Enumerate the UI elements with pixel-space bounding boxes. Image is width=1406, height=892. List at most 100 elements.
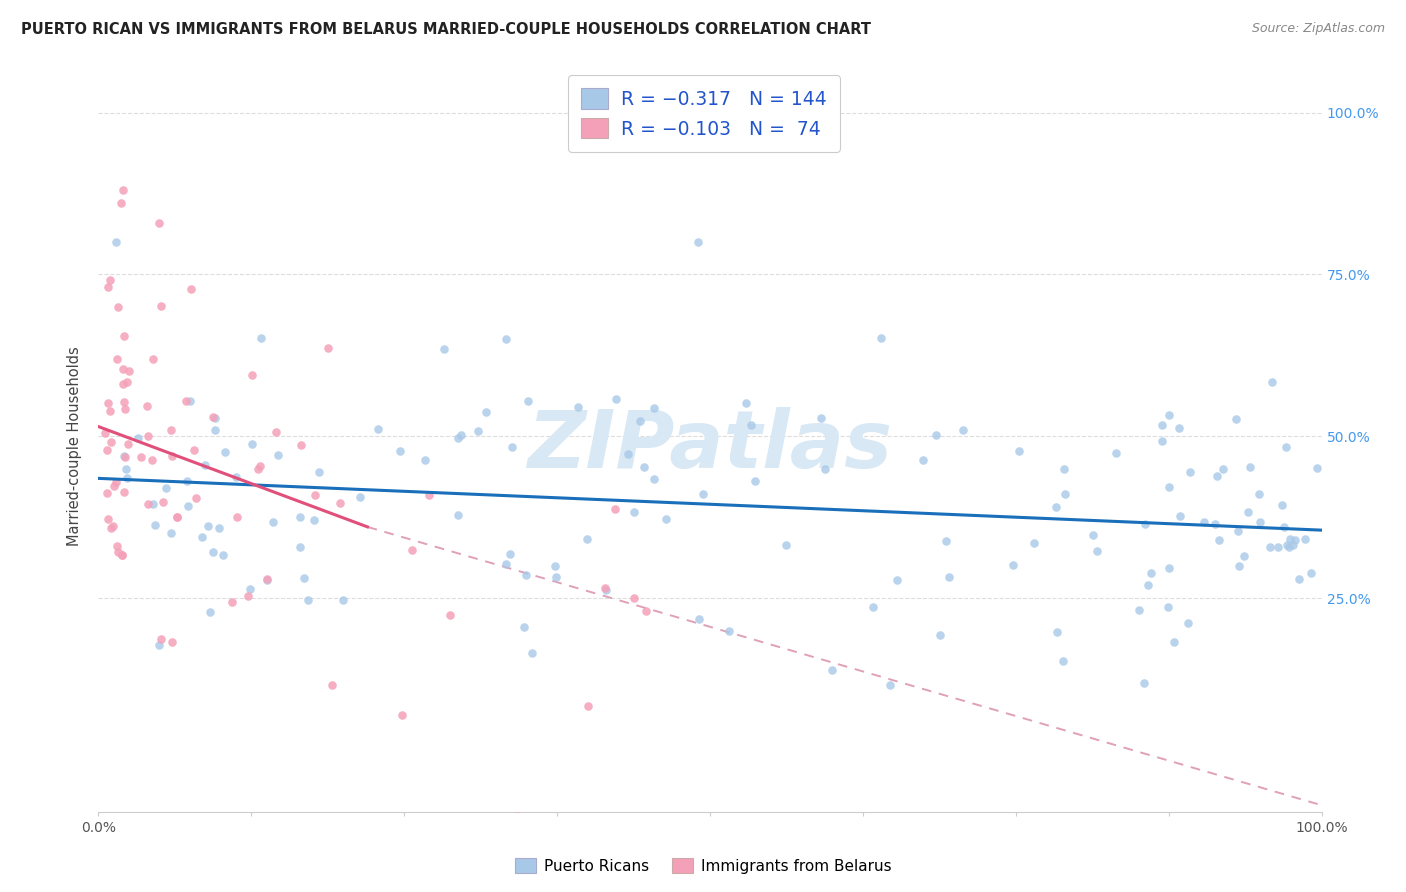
Point bbox=[1052, 654, 1074, 668]
Point bbox=[935, 533, 957, 548]
Point bbox=[114, 450, 136, 464]
Point bbox=[239, 582, 262, 597]
Point bbox=[432, 342, 454, 356]
Point bbox=[96, 442, 118, 457]
Point bbox=[198, 605, 221, 619]
Legend: R = −0.317   N = 144, R = −0.103   N =  74: R = −0.317 N = 144, R = −0.103 N = 74 bbox=[568, 75, 839, 152]
Point bbox=[288, 510, 311, 524]
Point bbox=[114, 461, 136, 475]
Point bbox=[104, 475, 127, 489]
Point bbox=[1024, 536, 1046, 550]
Point bbox=[194, 458, 217, 473]
Point bbox=[1274, 520, 1296, 534]
Point bbox=[240, 436, 263, 450]
Point bbox=[111, 183, 134, 197]
Point bbox=[740, 418, 762, 433]
Point bbox=[166, 510, 188, 524]
Point bbox=[1225, 412, 1247, 426]
Point bbox=[1081, 528, 1104, 542]
Point bbox=[159, 526, 181, 541]
Point bbox=[247, 462, 270, 476]
Point bbox=[1271, 498, 1294, 512]
Point bbox=[321, 678, 343, 692]
Point bbox=[515, 567, 537, 582]
Text: Source: ZipAtlas.com: Source: ZipAtlas.com bbox=[1251, 22, 1385, 36]
Point bbox=[418, 488, 440, 502]
Point bbox=[1258, 541, 1281, 555]
Point bbox=[208, 521, 231, 535]
Point bbox=[332, 593, 354, 607]
Point bbox=[1278, 540, 1301, 554]
Point bbox=[110, 196, 132, 211]
Point bbox=[162, 450, 184, 464]
Point bbox=[1249, 516, 1271, 530]
Point bbox=[136, 497, 159, 511]
Point bbox=[1159, 561, 1181, 575]
Point bbox=[870, 331, 893, 345]
Point bbox=[929, 628, 952, 642]
Point bbox=[628, 414, 651, 428]
Point bbox=[302, 513, 325, 527]
Point bbox=[1170, 508, 1192, 523]
Point bbox=[100, 521, 122, 535]
Point bbox=[495, 332, 517, 346]
Point bbox=[447, 431, 470, 445]
Point bbox=[225, 469, 247, 483]
Point bbox=[180, 282, 202, 296]
Point bbox=[1237, 505, 1260, 519]
Point bbox=[595, 582, 617, 597]
Point bbox=[1137, 578, 1160, 592]
Point bbox=[127, 431, 149, 445]
Point bbox=[117, 437, 139, 451]
Point bbox=[1178, 465, 1201, 479]
Text: ZIPatlas: ZIPatlas bbox=[527, 407, 893, 485]
Point bbox=[115, 375, 138, 389]
Point bbox=[1279, 533, 1302, 547]
Point bbox=[111, 361, 134, 376]
Point bbox=[112, 329, 135, 343]
Point bbox=[179, 394, 201, 409]
Point bbox=[176, 474, 198, 488]
Point bbox=[1052, 462, 1074, 476]
Point bbox=[1046, 625, 1069, 640]
Point bbox=[1277, 538, 1299, 552]
Point bbox=[1204, 516, 1226, 531]
Point bbox=[211, 548, 233, 562]
Point bbox=[1177, 616, 1199, 631]
Point bbox=[924, 427, 946, 442]
Point bbox=[1008, 444, 1031, 458]
Point bbox=[142, 351, 165, 366]
Point bbox=[616, 446, 638, 460]
Point bbox=[603, 501, 626, 516]
Point bbox=[105, 351, 128, 366]
Point bbox=[104, 235, 127, 249]
Point bbox=[391, 707, 413, 722]
Point bbox=[129, 450, 152, 464]
Point bbox=[1152, 417, 1174, 432]
Point bbox=[1133, 517, 1156, 532]
Point bbox=[264, 425, 287, 440]
Point bbox=[118, 364, 141, 378]
Point bbox=[1192, 515, 1215, 529]
Point bbox=[262, 515, 284, 529]
Point bbox=[1128, 603, 1150, 617]
Point bbox=[136, 400, 159, 414]
Point bbox=[643, 472, 665, 486]
Point bbox=[717, 624, 740, 638]
Point bbox=[475, 405, 498, 419]
Point bbox=[1275, 440, 1298, 454]
Point bbox=[938, 570, 960, 584]
Point bbox=[1282, 537, 1305, 551]
Point bbox=[221, 595, 243, 609]
Point bbox=[148, 638, 170, 652]
Point bbox=[166, 510, 188, 524]
Point bbox=[97, 395, 120, 409]
Point bbox=[160, 635, 183, 649]
Point bbox=[1233, 549, 1256, 563]
Point bbox=[655, 512, 678, 526]
Point bbox=[401, 542, 423, 557]
Point bbox=[152, 494, 174, 508]
Point bbox=[1157, 480, 1180, 494]
Point bbox=[522, 646, 544, 660]
Point bbox=[98, 273, 121, 287]
